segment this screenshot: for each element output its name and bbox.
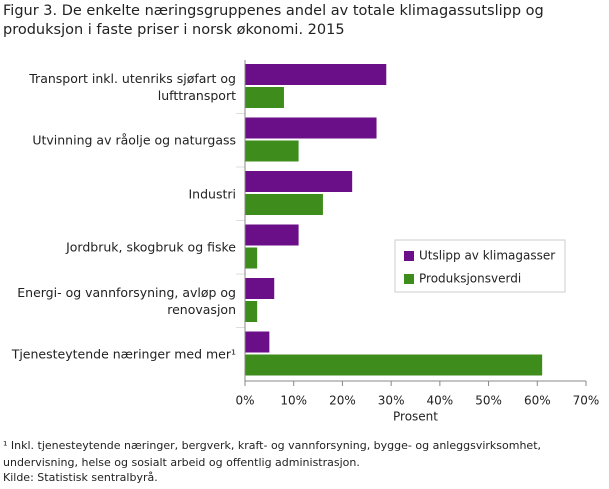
bar: [245, 247, 258, 269]
x-tick-label: 30%: [378, 394, 405, 408]
legend-label: Produksjonsverdi: [419, 272, 521, 286]
y-tick-label: Jordbruk, skogbruk og fiske: [66, 239, 236, 255]
bar: [245, 140, 299, 162]
legend-label: Utslipp av klimagasser: [419, 249, 555, 263]
chart-title: Figur 3. De enkelte næringsgruppenes and…: [3, 3, 544, 38]
x-tick-label: 10%: [280, 394, 307, 408]
legend-swatch: [404, 251, 414, 261]
bar: [245, 224, 299, 246]
legend-swatch: [404, 274, 414, 284]
x-tick-label: 20%: [329, 394, 356, 408]
bar: [245, 117, 377, 139]
bar: [245, 171, 353, 192]
y-tick-label: Energi- og vannforsyning, avløp og renov…: [17, 284, 236, 317]
bar: [245, 331, 270, 353]
bar: [245, 64, 387, 85]
x-tick-label: 40%: [427, 394, 454, 408]
y-tick-label: Tjenesteytende næringer med mer¹: [11, 346, 236, 362]
source: Kilde: Statistisk sentralbyrå.: [3, 471, 158, 484]
x-tick-label: 70%: [573, 394, 600, 408]
bar: [245, 354, 543, 376]
y-tick-label: Transport inkl. utenriks sjøfart og luft…: [29, 70, 236, 103]
bar: [245, 301, 258, 322]
bar: [245, 194, 323, 215]
bar: [245, 87, 284, 108]
x-tick-label: 0%: [235, 394, 254, 408]
legend-box: [394, 239, 566, 293]
y-tick-label: Industri: [188, 186, 237, 202]
x-tick-label: 50%: [475, 394, 502, 408]
bar: [245, 278, 275, 299]
x-axis-label: Prosent: [393, 410, 438, 424]
x-tick-label: 60%: [524, 394, 551, 408]
y-tick-label: Utvinning av råolje og naturgass: [32, 132, 236, 148]
footnote: ¹ Inkl. tjenesteytende næringer, bergver…: [3, 439, 542, 469]
